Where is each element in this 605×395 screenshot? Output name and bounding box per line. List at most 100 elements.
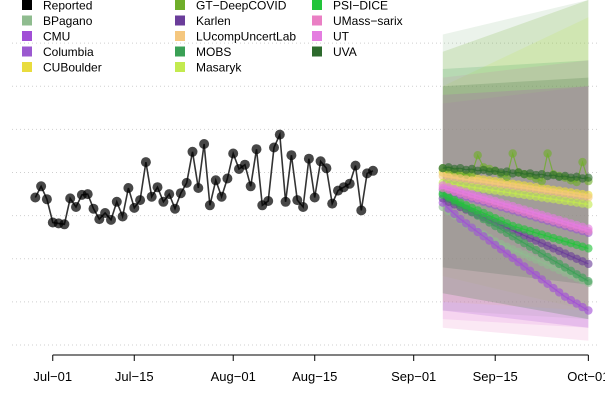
data-point-cmu	[444, 204, 453, 213]
legend-label: UT	[333, 30, 350, 44]
data-point-cmu	[543, 279, 552, 288]
legend-label: UVA	[333, 45, 357, 59]
data-point-reported	[292, 195, 303, 206]
legend-swatch	[22, 0, 32, 10]
interval-band-lucompuncertlab	[442, 86, 589, 311]
data-point-reported	[204, 200, 215, 211]
data-point-reported	[269, 142, 279, 153]
data-point-reported	[158, 196, 169, 207]
data-point-reported	[286, 150, 297, 161]
legend-item-bpagano: BPagano	[22, 14, 93, 28]
legend-label: PSI−DICE	[333, 0, 388, 13]
legend-swatch	[175, 0, 185, 10]
data-point-reported	[82, 189, 93, 200]
data-point-reported	[117, 211, 128, 222]
data-point-cmu	[479, 232, 488, 241]
x-tick-label: Aug−15	[292, 369, 337, 384]
data-point-cmu	[473, 227, 482, 237]
data-point-ut	[584, 224, 593, 233]
data-point-reported	[344, 178, 355, 189]
data-point-reported	[303, 153, 314, 164]
data-point-mobs	[584, 277, 593, 286]
data-point-reported	[65, 193, 76, 204]
data-point-cmu	[525, 266, 535, 275]
data-point-reported	[181, 177, 192, 188]
legend-swatch	[22, 15, 32, 26]
series-ut	[438, 181, 593, 233]
x-tick-label: Oct−01	[567, 369, 605, 384]
legend-label: Reported	[43, 0, 92, 13]
legend-label: CMU	[43, 30, 70, 44]
data-point-cmu	[450, 209, 459, 219]
data-point-cmu	[467, 223, 477, 232]
series-lucompuncertlab	[438, 171, 593, 202]
legend-label: LUcompUncertLab	[196, 30, 296, 44]
data-point-cmu	[520, 262, 529, 271]
data-point-reported	[228, 148, 239, 159]
data-point-reported	[170, 203, 180, 214]
legend-swatch	[175, 62, 185, 72]
data-point-reported	[59, 219, 70, 230]
data-point-cmu	[491, 240, 500, 250]
data-point-gt-deepcovid	[543, 149, 552, 158]
data-point-uva	[584, 173, 593, 182]
series-cmu	[438, 198, 593, 315]
legend-item-cuboulder: CUBoulder	[22, 61, 102, 75]
data-point-cmu	[549, 283, 558, 293]
legend-swatch	[312, 15, 322, 26]
data-point-cmu	[584, 306, 593, 315]
data-point-cmu	[537, 275, 546, 284]
series-uva	[438, 163, 593, 183]
data-point-gt-deepcovid	[473, 151, 482, 160]
legend-item-gt-deepcovid: GT−DeepCOVID	[175, 0, 287, 13]
data-point-cmu	[555, 288, 564, 297]
data-point-reported	[309, 192, 320, 203]
data-point-reported	[251, 144, 262, 155]
data-point-reported	[100, 208, 111, 218]
data-point-reported	[210, 175, 221, 186]
legend-label: CUBoulder	[43, 61, 102, 75]
data-point-reported	[245, 181, 256, 192]
legend-item-karlen: Karlen	[175, 14, 231, 28]
data-point-reported	[106, 214, 116, 225]
data-point-reported	[274, 129, 285, 140]
legend-swatch	[22, 31, 32, 41]
legend-item-psi-dice: PSI−DICE	[312, 0, 388, 13]
x-tick-label: Jul−15	[115, 369, 154, 384]
data-point-psi-dice	[584, 244, 593, 253]
legend-label: MOBS	[196, 45, 231, 59]
series-lines	[30, 129, 593, 315]
legend-label: BPagano	[43, 14, 93, 28]
data-point-reported	[140, 157, 151, 168]
data-point-reported	[164, 189, 175, 200]
data-point-cmu	[485, 236, 494, 245]
data-point-karlen	[584, 259, 593, 269]
data-point-reported	[356, 205, 367, 216]
data-point-cmu	[514, 258, 523, 267]
data-point-cmu	[496, 245, 506, 254]
data-point-gt-deepcovid	[537, 176, 546, 186]
legend-label: Karlen	[196, 14, 231, 28]
data-point-reported	[315, 156, 326, 167]
data-point-reported	[123, 183, 134, 193]
data-point-reported	[350, 160, 361, 171]
legend-item-umass-sarix: UMass−sarix	[312, 14, 403, 28]
data-point-reported	[368, 165, 378, 176]
data-point-reported	[36, 181, 47, 192]
legend-item-mobs: MOBS	[175, 45, 231, 59]
data-point-gt-deepcovid	[508, 149, 517, 158]
series-masaryk	[438, 178, 593, 209]
data-point-reported	[327, 198, 338, 209]
x-tick-label: Aug−01	[211, 369, 256, 384]
data-point-reported	[199, 139, 210, 149]
legend-swatch	[175, 31, 185, 41]
x-tick-label: Sep−15	[473, 369, 518, 384]
legend-item-reported: Reported	[22, 0, 92, 13]
data-point-reported	[30, 192, 41, 203]
data-point-reported	[222, 173, 233, 184]
series-reported	[30, 129, 378, 230]
x-tick-label: Jul−01	[33, 369, 72, 384]
data-point-reported	[175, 188, 186, 199]
